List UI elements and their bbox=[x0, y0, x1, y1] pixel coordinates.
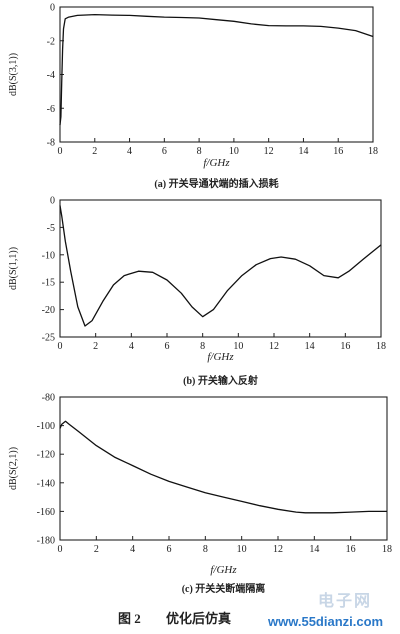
figure-label: 图 2 bbox=[118, 611, 141, 626]
chart-c-y-tick-label: -180 bbox=[37, 536, 55, 547]
chart-c-y-tick-label: -100 bbox=[37, 421, 55, 432]
chart-c-series-line bbox=[59, 420, 387, 514]
chart-a-x-axis-label: f/GHz bbox=[203, 157, 230, 169]
chart-c-x-tick-label: 16 bbox=[346, 544, 356, 555]
chart-c-y-tick-label: -80 bbox=[42, 393, 55, 404]
chart-b-x-tick-label: 6 bbox=[165, 341, 170, 352]
chart-panel-a: 0 2 4 6 8 10 12 14 16 18 0 -2 -4 -6 -8 dB(S(3,1)) f/GHz (… bbox=[8, 3, 378, 191]
chart-a-y-tick-label: -2 bbox=[47, 36, 55, 47]
chart-b-x-tick-label: 4 bbox=[129, 341, 134, 352]
watermark-url: www.55dianzi.com bbox=[267, 614, 383, 629]
chart-a-x-tick-label: 18 bbox=[368, 146, 378, 157]
chart-c-x-axis-label: f/GHz bbox=[210, 564, 237, 576]
chart-b-plot-frame bbox=[59, 199, 382, 338]
chart-panel-c: 0 2 4 6 8 10 12 14 16 18 -80 -100 -120 -140 -160 -180 dB… bbox=[8, 393, 392, 596]
chart-c-y-axis-label: dB(S(2,1)) bbox=[8, 447, 19, 490]
chart-a-x-tick-label: 4 bbox=[127, 146, 132, 157]
chart-a-x-tick-label: 6 bbox=[162, 146, 167, 157]
chart-c-y-tick-label: -160 bbox=[37, 507, 55, 518]
chart-a-y-axis-label: dB(S(3,1)) bbox=[8, 53, 19, 96]
chart-b-y-tick-label: -5 bbox=[47, 223, 55, 234]
chart-b-x-tick-label: 16 bbox=[340, 341, 350, 352]
chart-a-x-tick-label: 2 bbox=[92, 146, 97, 157]
chart-b-x-tick-label: 18 bbox=[376, 341, 386, 352]
chart-c-x-tick-label: 14 bbox=[309, 544, 319, 555]
chart-c-x-tick-label: 18 bbox=[382, 544, 392, 555]
chart-b-x-tick-label: 2 bbox=[93, 341, 98, 352]
chart-b-caption: (b) 开关输入反射 bbox=[183, 374, 258, 387]
chart-b-y-tick-label: -20 bbox=[42, 305, 55, 316]
chart-b-x-tick-label: 0 bbox=[58, 341, 63, 352]
chart-c-x-tick-label: 0 bbox=[58, 544, 63, 555]
chart-a-x-tick-label: 12 bbox=[264, 146, 274, 157]
chart-b-y-axis-label: dB(S(1,1)) bbox=[8, 247, 19, 290]
chart-b-y-tick-label: -15 bbox=[42, 278, 55, 289]
chart-c-plot-frame bbox=[59, 396, 388, 541]
chart-b-x-tick-label: 8 bbox=[200, 341, 205, 352]
chart-a-x-tick-label: 14 bbox=[298, 146, 308, 157]
chart-b-y-tick-label: -10 bbox=[42, 250, 55, 261]
chart-a-y-tick-label: -8 bbox=[47, 138, 55, 149]
chart-c-x-tick-label: 4 bbox=[130, 544, 135, 555]
chart-c-y-tick-label: -140 bbox=[37, 478, 55, 489]
chart-b-x-axis-label: f/GHz bbox=[207, 351, 234, 363]
watermark-brand: 电子网 bbox=[318, 591, 372, 610]
chart-b-series-line bbox=[59, 205, 382, 327]
chart-panel-b: 0 2 4 6 8 10 12 14 16 18 0 -5 -10 -15 -20 -25 dB(S(1,1))… bbox=[8, 196, 386, 388]
chart-c-x-tick-label: 8 bbox=[203, 544, 208, 555]
chart-a-caption: (a) 开关导通状端的插入损耗 bbox=[154, 177, 278, 190]
chart-c-y-tick-label: -120 bbox=[37, 450, 55, 461]
chart-b-x-tick-label: 10 bbox=[233, 341, 243, 352]
chart-c-x-tick-label: 10 bbox=[237, 544, 247, 555]
chart-a-y-tick-label: -4 bbox=[47, 70, 55, 81]
chart-a-x-tick-label: 8 bbox=[197, 146, 202, 157]
chart-a-x-tick-label: 10 bbox=[229, 146, 239, 157]
chart-b-y-tick-label: -25 bbox=[42, 333, 55, 344]
chart-a-y-tick-label: 0 bbox=[50, 3, 55, 14]
chart-c-caption: (c) 开关关断端隔离 bbox=[182, 582, 266, 595]
chart-a-series-line bbox=[59, 13, 374, 126]
chart-c-x-tick-label: 6 bbox=[167, 544, 172, 555]
chart-b-x-tick-label: 14 bbox=[305, 341, 315, 352]
chart-c-x-tick-label: 12 bbox=[273, 544, 283, 555]
chart-a-x-tick-label: 16 bbox=[333, 146, 343, 157]
chart-b-y-tick-label: 0 bbox=[50, 196, 55, 207]
chart-a-y-tick-label: -6 bbox=[47, 104, 55, 115]
chart-c-x-tick-label: 2 bbox=[94, 544, 99, 555]
chart-b-x-tick-label: 12 bbox=[269, 341, 279, 352]
chart-a-x-tick-label: 0 bbox=[58, 146, 63, 157]
figure-title: 优化后仿真 bbox=[166, 611, 231, 626]
